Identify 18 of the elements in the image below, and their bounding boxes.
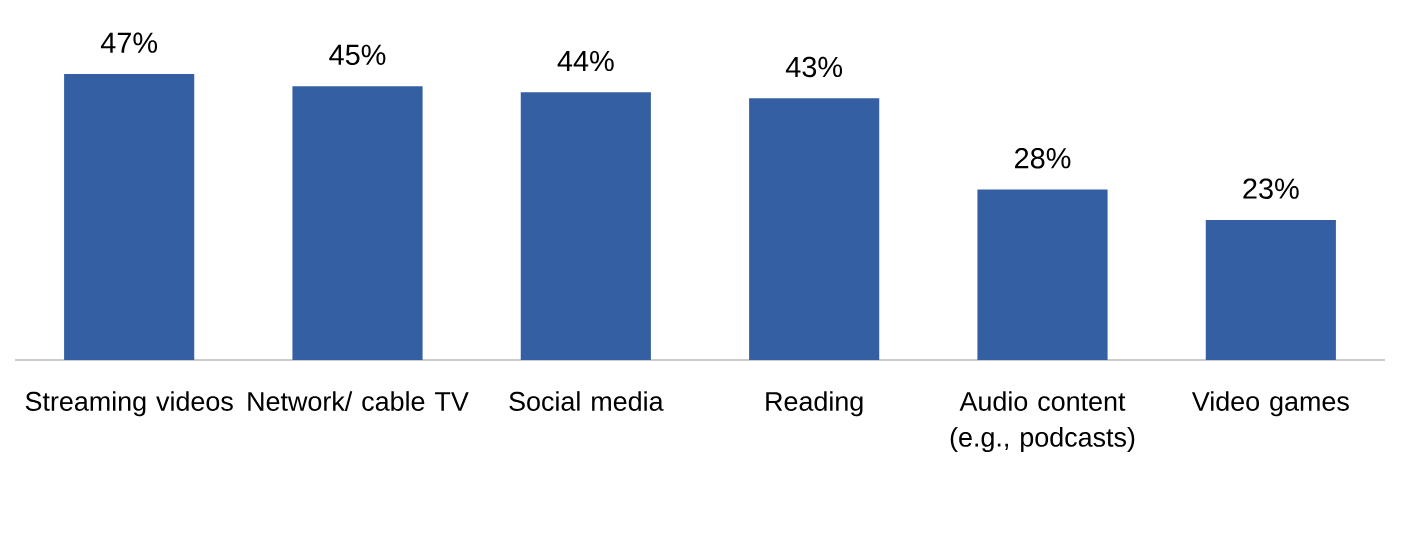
x-tick-label: Social media bbox=[509, 391, 664, 411]
bar bbox=[1205, 220, 1336, 360]
data-label: 23% bbox=[1243, 178, 1299, 199]
x-tick-label: Reading bbox=[766, 391, 863, 417]
bar bbox=[977, 189, 1108, 360]
data-label: 45% bbox=[329, 44, 386, 66]
bar bbox=[520, 92, 651, 360]
x-tick-label: Streaming videos bbox=[25, 391, 233, 417]
bar bbox=[292, 86, 423, 360]
x-tick-label: Network/ cable TV bbox=[248, 391, 469, 411]
data-label: 43% bbox=[785, 56, 843, 78]
data-label: 44% bbox=[557, 50, 614, 72]
data-label: 47% bbox=[100, 32, 158, 53]
bar bbox=[749, 98, 880, 360]
x-tick-label: Audio content (e.g., podcasts) bbox=[950, 391, 1135, 453]
bar bbox=[64, 74, 195, 360]
data-label: 28% bbox=[1015, 148, 1071, 169]
x-tick-label: Video games bbox=[1191, 391, 1349, 417]
